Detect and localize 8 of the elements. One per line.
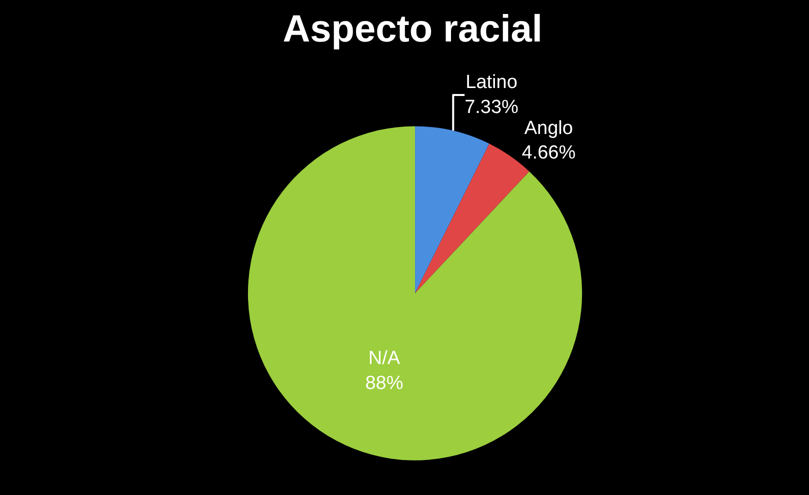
slice-label: Latino bbox=[466, 72, 518, 94]
slice-label: Anglo bbox=[524, 118, 573, 139]
data-label: 7.33% bbox=[464, 96, 519, 118]
pie-slice bbox=[415, 126, 490, 294]
slice-label: N/A bbox=[368, 348, 400, 370]
chart-title: Aspecto racial bbox=[282, 8, 542, 50]
data-label: 4.66% bbox=[522, 142, 576, 164]
data-label: 88% bbox=[365, 372, 404, 394]
